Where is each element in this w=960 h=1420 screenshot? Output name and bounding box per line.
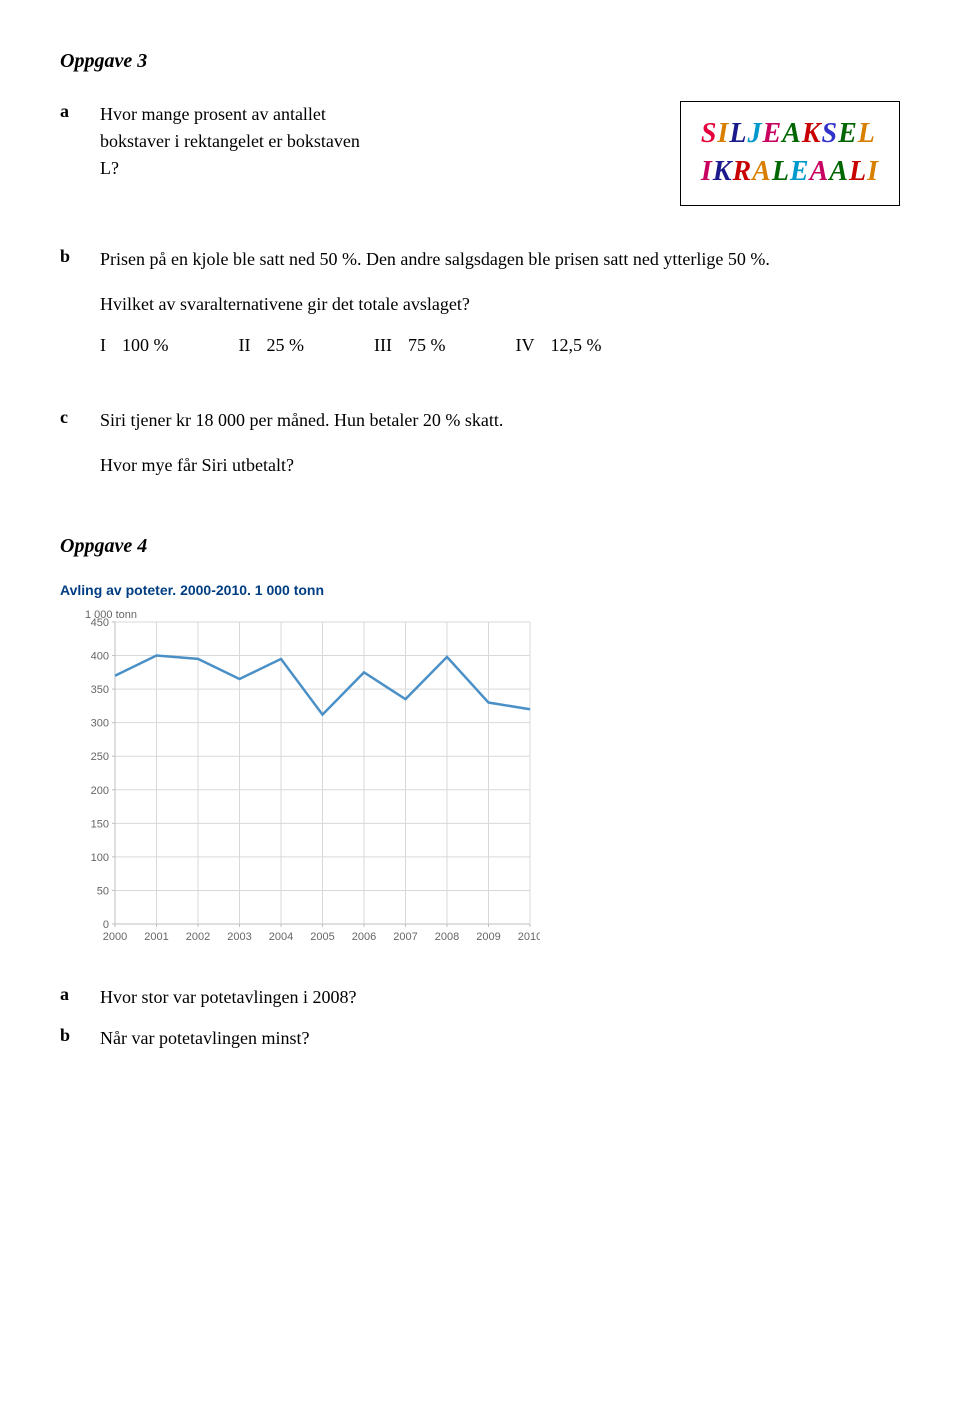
- option-val: 100 %: [122, 332, 169, 359]
- task4-header: Oppgave 4: [60, 535, 900, 558]
- task3a-line1: Hvor mange prosent av antallet: [100, 101, 650, 128]
- chart-xtick: 2007: [393, 931, 417, 943]
- option-num: III: [374, 332, 392, 359]
- letter-char: R: [732, 154, 752, 190]
- letter-char: K: [802, 116, 822, 152]
- chart-ytick: 100: [91, 852, 109, 864]
- letter-char: S: [822, 116, 839, 152]
- option: III 75 %: [374, 332, 445, 359]
- task3c-text2: Hvor mye får Siri utbetalt?: [100, 452, 900, 479]
- option-num: IV: [515, 332, 534, 359]
- chart-title: Avling av poteter. 2000-2010. 1 000 tonn: [60, 582, 900, 598]
- chart-xtick: 2008: [435, 931, 459, 943]
- letter-rectangle: SILJEAKSEL IKRALEAALI: [680, 101, 900, 206]
- chart-xtick: 2001: [144, 931, 168, 943]
- letter-row-2: IKRALEAALI: [701, 154, 879, 190]
- chart-ytick: 350: [91, 684, 109, 696]
- chart-xtick: 2010: [518, 931, 540, 943]
- letter-char: S: [701, 116, 718, 152]
- option-val: 75 %: [408, 332, 446, 359]
- task3a-letter: a: [60, 101, 100, 122]
- task3b-text2: Hvilket av svaralternativene gir det tot…: [100, 291, 900, 318]
- task3-header: Oppgave 3: [60, 50, 900, 73]
- task4b-text: Når var potetavlingen minst?: [100, 1025, 900, 1052]
- chart-xtick: 2002: [186, 931, 210, 943]
- letter-char: L: [729, 116, 747, 152]
- chart-xtick: 2003: [227, 931, 251, 943]
- letter-char: E: [762, 116, 782, 152]
- chart-ytick: 400: [91, 650, 109, 662]
- option: IV 12,5 %: [515, 332, 601, 359]
- task3c-letter: c: [60, 407, 100, 428]
- chart-ytick: 450: [91, 617, 109, 629]
- letter-char: L: [849, 154, 867, 190]
- chart-ytick: 0: [103, 919, 109, 931]
- task3a-row: a Hvor mange prosent av antallet bokstav…: [60, 101, 900, 206]
- option-num: I: [100, 332, 106, 359]
- chart-ytick: 300: [91, 717, 109, 729]
- chart-ytick: 250: [91, 751, 109, 763]
- letter-char: A: [752, 154, 772, 190]
- task3b-letter: b: [60, 246, 100, 267]
- chart-xtick: 2004: [269, 931, 293, 943]
- task3b-options: I 100 % II 25 % III 75 % IV 12,5 %: [100, 332, 900, 359]
- letter-char: I: [867, 154, 879, 190]
- task3a-text: Hvor mange prosent av antallet bokstaver…: [100, 101, 650, 182]
- chart-xtick: 2000: [103, 931, 127, 943]
- letter-char: L: [772, 154, 790, 190]
- task3c-text1: Siri tjener kr 18 000 per måned. Hun bet…: [100, 407, 900, 434]
- option-num: II: [239, 332, 251, 359]
- option-val: 25 %: [267, 332, 305, 359]
- letter-char: I: [717, 116, 729, 152]
- chart-ytick: 200: [91, 785, 109, 797]
- option: I 100 %: [100, 332, 169, 359]
- letter-char: E: [838, 116, 858, 152]
- option-val: 12,5 %: [550, 332, 601, 359]
- chart-ytick: 150: [91, 818, 109, 830]
- letter-char: L: [858, 116, 876, 152]
- option: II 25 %: [239, 332, 305, 359]
- chart-xtick: 2006: [352, 931, 376, 943]
- letter-char: A: [810, 154, 830, 190]
- chart-xtick: 2009: [476, 931, 500, 943]
- task3a-line2: bokstaver i rektangelet er bokstaven: [100, 128, 650, 155]
- task3a-line3: L?: [100, 155, 650, 182]
- letter-char: K: [713, 154, 733, 190]
- letter-char: J: [747, 116, 762, 152]
- chart-xtick: 2005: [310, 931, 334, 943]
- letter-char: A: [829, 154, 849, 190]
- letter-char: E: [790, 154, 810, 190]
- letter-char: A: [782, 116, 802, 152]
- task4a-text: Hvor stor var potetavlingen i 2008?: [100, 984, 900, 1011]
- chart-ytick: 50: [97, 885, 109, 897]
- task3b-text1: Prisen på en kjole ble satt ned 50 %. De…: [100, 246, 900, 273]
- task4a-letter: a: [60, 984, 100, 1005]
- letter-char: I: [701, 154, 713, 190]
- potato-chart: 1 000 tonn050100150200250300350400450200…: [60, 604, 900, 954]
- task4b-letter: b: [60, 1025, 100, 1046]
- letter-row-1: SILJEAKSEL: [701, 116, 879, 152]
